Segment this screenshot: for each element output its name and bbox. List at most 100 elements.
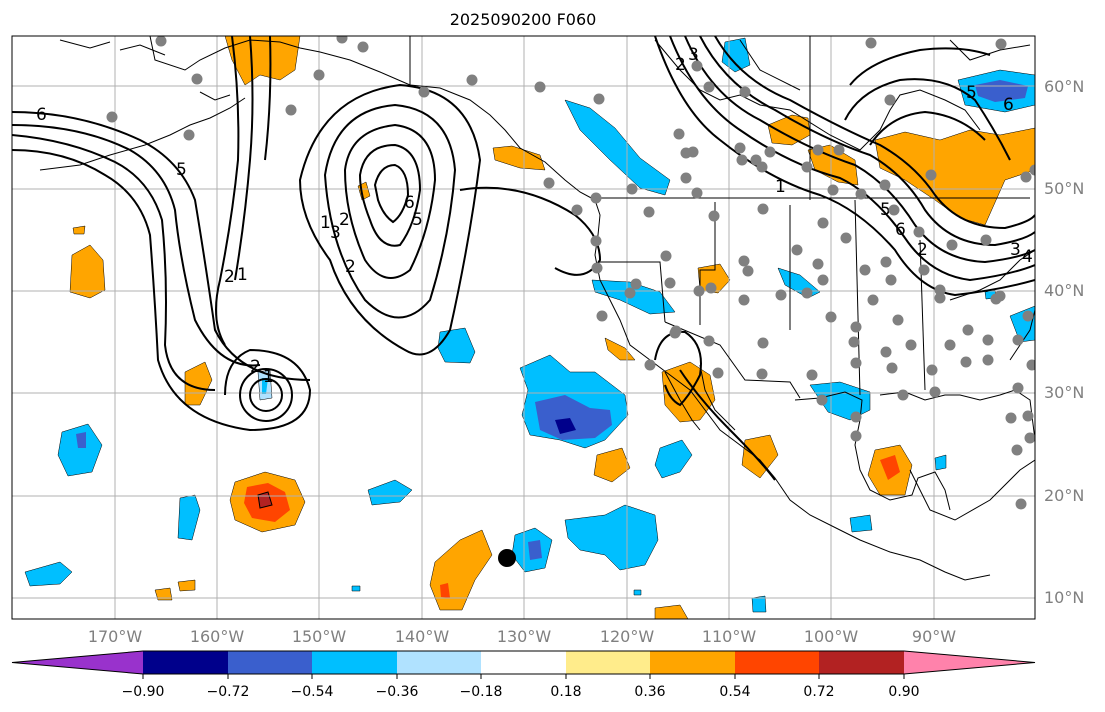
station-marker bbox=[543, 177, 555, 189]
station-marker bbox=[801, 161, 813, 173]
contour-label: 4 bbox=[1022, 247, 1033, 267]
colorbar-segment bbox=[650, 651, 735, 674]
coastlines bbox=[39, 36, 1035, 581]
station-marker bbox=[285, 104, 297, 116]
station-marker bbox=[892, 314, 904, 326]
lat-label: 10°N bbox=[1044, 588, 1085, 607]
lon-label: 140°W bbox=[394, 627, 450, 646]
colorbar-tick-label: 0.72 bbox=[803, 684, 835, 700]
station-marker bbox=[913, 226, 925, 238]
contour-label: 3 bbox=[330, 223, 341, 243]
lon-label: 90°W bbox=[911, 627, 957, 646]
station-marker bbox=[918, 264, 930, 276]
station-marker bbox=[1015, 498, 1027, 510]
contour-label: 5 bbox=[880, 200, 891, 220]
contour-label: 6 bbox=[1003, 95, 1014, 115]
lat-label: 60°N bbox=[1044, 77, 1085, 96]
station-marker bbox=[817, 274, 829, 286]
colorbar-segment bbox=[481, 651, 566, 674]
station-marker bbox=[806, 369, 818, 381]
station-marker bbox=[1012, 334, 1024, 346]
colorbar-segment bbox=[397, 651, 481, 674]
station-marker bbox=[691, 187, 703, 199]
station-marker bbox=[738, 294, 750, 306]
colorbar-segment bbox=[735, 651, 819, 674]
colorbar-tick-label: 0.90 bbox=[888, 684, 920, 700]
station-marker bbox=[703, 81, 715, 93]
station-marker bbox=[590, 235, 602, 247]
station-marker bbox=[691, 60, 703, 72]
contour-label: 2 bbox=[250, 357, 261, 377]
station-marker bbox=[833, 144, 845, 156]
station-marker bbox=[739, 86, 751, 98]
station-marker bbox=[962, 324, 974, 336]
contour-label: 2 bbox=[917, 240, 928, 260]
colorbar-tick-label: −0.90 bbox=[121, 684, 165, 700]
station-marker bbox=[1022, 310, 1034, 322]
station-marker bbox=[106, 111, 118, 123]
lon-label: 170°W bbox=[87, 627, 143, 646]
map-title: 2025090200 F060 bbox=[449, 10, 597, 29]
station-marker bbox=[926, 364, 938, 376]
lon-label: 110°W bbox=[701, 627, 757, 646]
station-marker bbox=[825, 311, 837, 323]
station-marker bbox=[840, 232, 852, 244]
station-marker bbox=[880, 346, 892, 358]
station-marker bbox=[703, 335, 715, 347]
lat-label: 20°N bbox=[1044, 486, 1085, 505]
colorbar-segment bbox=[143, 651, 228, 674]
station-marker bbox=[660, 250, 672, 262]
station-marker bbox=[944, 339, 956, 351]
station-marker bbox=[995, 38, 1007, 50]
station-marker bbox=[693, 285, 705, 297]
station-marker bbox=[812, 258, 824, 270]
highlight-point-marker bbox=[498, 549, 516, 567]
station-marker bbox=[855, 188, 867, 200]
station-marker bbox=[801, 287, 813, 299]
lat-label: 50°N bbox=[1044, 179, 1085, 198]
station-marker bbox=[879, 179, 891, 191]
station-marker bbox=[905, 339, 917, 351]
station-marker bbox=[982, 334, 994, 346]
station-marker bbox=[534, 81, 546, 93]
contour-label: 5 bbox=[412, 210, 423, 230]
colorbar-segment bbox=[819, 651, 904, 674]
station-marker bbox=[775, 289, 787, 301]
colorbar-tick-label: −0.54 bbox=[290, 684, 334, 700]
station-marker bbox=[850, 411, 862, 423]
station-marker bbox=[850, 430, 862, 442]
station-marker bbox=[757, 337, 769, 349]
station-marker bbox=[934, 292, 946, 304]
station-marker bbox=[1024, 432, 1035, 444]
contour-label: 1 bbox=[263, 367, 274, 387]
lat-label: 30°N bbox=[1044, 383, 1085, 402]
station-marker bbox=[982, 354, 994, 366]
station-marker bbox=[816, 394, 828, 406]
station-marker bbox=[934, 284, 946, 296]
colorbar-tick-label: −0.36 bbox=[375, 684, 419, 700]
contour-label: 1 bbox=[320, 213, 331, 233]
colorbar-extend-max bbox=[904, 651, 1035, 674]
station-marker bbox=[593, 93, 605, 105]
station-marker bbox=[357, 41, 369, 53]
contour-label: 5 bbox=[176, 160, 187, 180]
station-marker bbox=[867, 294, 879, 306]
contour-label: 3 bbox=[1010, 240, 1021, 260]
station-marker bbox=[626, 183, 638, 195]
station-marker bbox=[897, 389, 909, 401]
station-marker bbox=[827, 184, 839, 196]
station-marker bbox=[1011, 444, 1023, 456]
station-marker bbox=[643, 206, 655, 218]
contour-label: 3 bbox=[688, 45, 699, 65]
station-marker bbox=[738, 255, 750, 267]
station-marker bbox=[1026, 359, 1035, 371]
lon-label: 120°W bbox=[599, 627, 655, 646]
colorbar-tick-label: 0.36 bbox=[634, 684, 666, 700]
colorbar-tick-label: −0.72 bbox=[206, 684, 250, 700]
contour-label: 2 bbox=[224, 267, 235, 287]
contour-label: 6 bbox=[404, 193, 415, 213]
station-marker bbox=[865, 37, 877, 49]
station-marker bbox=[791, 244, 803, 256]
station-marker bbox=[712, 367, 724, 379]
